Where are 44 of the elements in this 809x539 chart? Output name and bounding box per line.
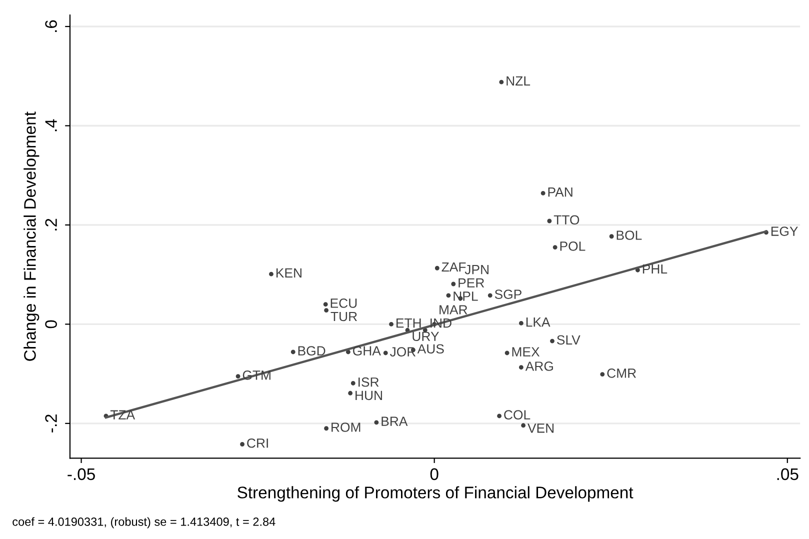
data-label: CRI — [247, 438, 268, 448]
data-label: SLV — [557, 335, 580, 345]
data-label: ECU — [330, 298, 357, 308]
y-tick-label: 0 — [45, 320, 57, 328]
data-label: ETH — [396, 318, 421, 328]
data-label: PAN — [548, 188, 572, 197]
data-label: MEX — [512, 347, 540, 356]
y-axis-title: Change in Financial Development — [24, 112, 40, 361]
data-label: CMR — [607, 368, 636, 378]
data-label: EGY — [771, 226, 798, 236]
data-label: URY — [412, 332, 440, 342]
data-label: TTO — [554, 215, 580, 225]
data-label: JPN — [464, 265, 488, 274]
data-label: KEN — [276, 268, 302, 278]
data-label: BOL — [616, 230, 642, 240]
y-tick-label: .6 — [45, 20, 57, 32]
data-label: POL — [560, 241, 586, 251]
x-tick-label: 0 — [430, 468, 438, 480]
text: coef = 4.0190331, (robust) se = 1.413409, t = 2.84 — [12, 517, 276, 528]
data-label: HUN — [356, 390, 382, 400]
data-label: ARG — [525, 362, 553, 371]
data-label: AUS — [417, 344, 444, 354]
data-label: LKA — [526, 318, 550, 327]
y-tick-label: -.2 — [45, 414, 57, 432]
x-axis-title: Strengthening of Promoters of Financial Development — [238, 486, 634, 502]
data-label: COL — [504, 410, 530, 420]
data-label: GHA — [353, 346, 381, 356]
data-label: PER — [458, 278, 484, 288]
data-label: TZA — [110, 410, 136, 420]
data-label: NZL — [506, 76, 530, 86]
x-tick-label: .05 — [777, 468, 798, 480]
data-label: TUR — [330, 312, 357, 322]
x-tick-label: -.05 — [68, 468, 95, 480]
y-tick-label: .2 — [45, 218, 57, 230]
data-label: VEN — [528, 424, 554, 433]
data-label: ROM — [332, 422, 360, 432]
data-label: PHL — [642, 264, 668, 274]
data-label: BGD — [298, 346, 326, 356]
data-label: MAR — [440, 305, 468, 314]
y-tick-label: .4 — [45, 119, 57, 132]
data-label: ISR — [358, 377, 379, 387]
data-label: SGP — [494, 290, 522, 299]
data-label: ZAF — [442, 262, 466, 272]
data-label: BRA — [382, 416, 408, 426]
